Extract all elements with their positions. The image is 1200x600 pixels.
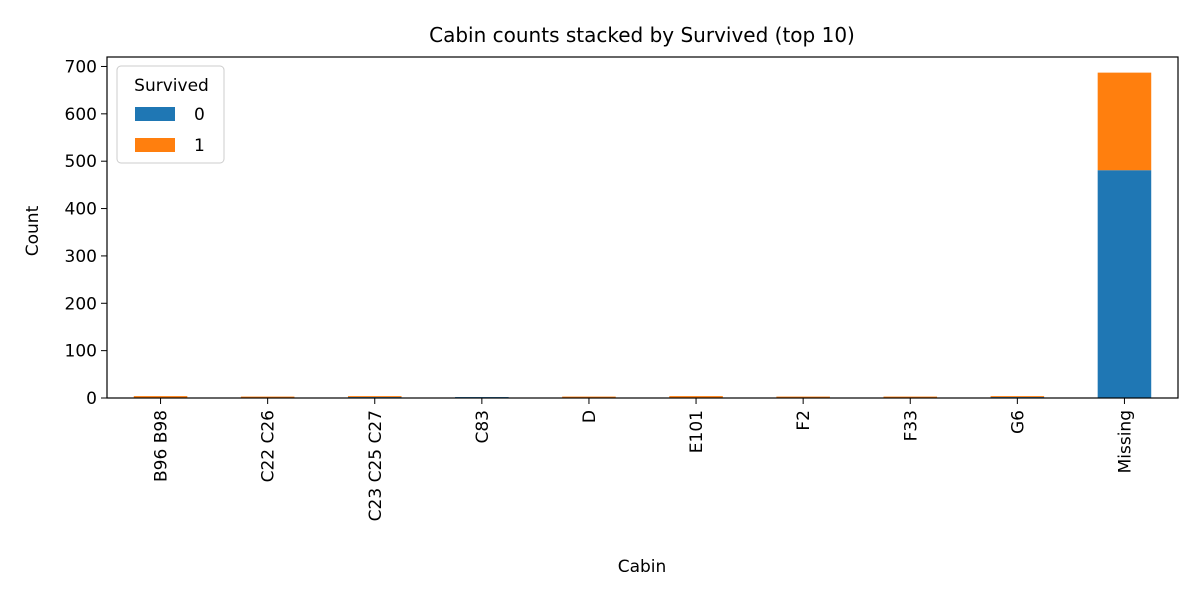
legend-swatch-1 bbox=[135, 138, 175, 152]
bar-c23-c25-c27-survived-1 bbox=[347, 396, 402, 398]
x-tick-label: C23 C25 C27 bbox=[366, 410, 386, 521]
y-tick-label: 0 bbox=[86, 389, 97, 409]
x-tick-label: C22 C26 bbox=[259, 410, 279, 482]
x-axis-title: Cabin bbox=[618, 557, 667, 577]
y-tick-label: 200 bbox=[65, 294, 97, 314]
x-tick-label: F33 bbox=[901, 410, 921, 441]
x-tick-label: C83 bbox=[473, 410, 493, 444]
y-tick-label: 400 bbox=[65, 200, 97, 220]
y-tick-label: 600 bbox=[65, 105, 97, 125]
y-tick-label: 300 bbox=[65, 247, 97, 267]
x-tick-label: B96 B98 bbox=[152, 410, 172, 482]
legend-label-0: 0 bbox=[194, 105, 205, 125]
y-axis-title: Count bbox=[23, 205, 43, 256]
bar-d-survived-1 bbox=[562, 396, 616, 398]
y-axis-ticks: 0 100 200 300 400 500 600 700 bbox=[65, 57, 107, 409]
bar-g6-survived-1 bbox=[990, 396, 1045, 398]
x-tick-label: D bbox=[580, 410, 600, 423]
legend-title: Survived bbox=[134, 76, 209, 96]
axes-frame bbox=[106, 56, 1179, 399]
x-tick-label: G6 bbox=[1008, 410, 1028, 434]
bar-e101-survived-1 bbox=[669, 396, 723, 398]
y-tick-label: 500 bbox=[65, 152, 97, 172]
bar-missing-survived-1 bbox=[1097, 72, 1152, 171]
legend-swatch-0 bbox=[135, 107, 175, 121]
chart-title: Cabin counts stacked by Survived (top 10… bbox=[429, 23, 855, 47]
bar-b96-b98-survived-1 bbox=[133, 396, 188, 398]
y-tick-label: 700 bbox=[65, 57, 97, 77]
bar-missing-survived-0 bbox=[1097, 170, 1152, 398]
x-tick-label: E101 bbox=[687, 410, 707, 453]
plot-area bbox=[106, 56, 1179, 399]
x-tick-label: Missing bbox=[1115, 410, 1135, 473]
x-tick-label: F2 bbox=[794, 410, 814, 431]
x-axis-ticks: B96 B98 C22 C26 C23 C25 C27 C83 D E101 F2 F33 G6… bbox=[152, 398, 1135, 521]
bar-f2-survived-1 bbox=[776, 396, 830, 398]
legend: Survived 0 1 bbox=[116, 65, 225, 164]
y-tick-label: 100 bbox=[65, 342, 97, 362]
bar-c22-c26-survived-1 bbox=[240, 396, 295, 398]
bar-f33-survived-1 bbox=[883, 396, 938, 398]
legend-label-1: 1 bbox=[194, 136, 205, 156]
